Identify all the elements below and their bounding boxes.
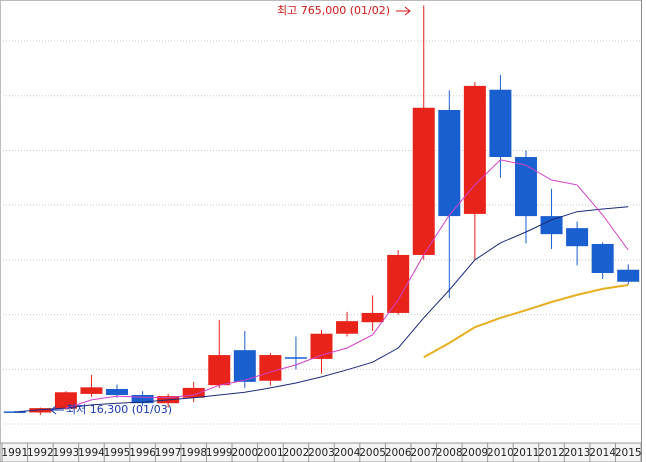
candle-body [540,216,563,235]
candle-body [514,157,537,217]
x-tick-label: 2009 [461,447,488,459]
moving-average-line [14,206,629,413]
candle-body [182,387,205,398]
x-tick-label: 2000 [231,447,258,459]
x-tick-label: 2014 [589,447,616,459]
candle-body [617,269,640,282]
candle-body [80,387,103,394]
candle-body [310,333,333,359]
min-annotation: 최저 16,300 (01/03) [66,403,172,416]
candle-body [566,228,589,247]
candle-body [438,109,461,217]
max-arrow [396,6,411,16]
x-tick-label: 1993 [53,447,80,459]
x-tick-label: 2007 [410,447,437,459]
candle-body [54,392,77,409]
candle-body [131,395,154,404]
candle-body [387,254,410,313]
x-tick-label: 1999 [206,447,233,459]
candle-body [106,388,129,396]
candle-body [3,411,26,413]
x-tick-label: 2005 [359,447,386,459]
x-tick-label: 1996 [129,447,156,459]
candle-body [463,85,486,214]
moving-average-line [65,159,629,409]
x-tick-label: 1992 [27,447,54,459]
x-axis: 1991199219931994199519961997199819992000… [0,442,642,462]
x-tick-label: 2006 [385,447,412,459]
candle-body [208,355,231,386]
x-tick-label: 2003 [308,447,335,459]
marks [3,5,640,416]
x-tick-label: 2010 [487,447,514,459]
candle-body [336,321,359,334]
min-arrow [50,405,64,415]
max-annotation: 최고 765,000 (01/02) [277,4,390,17]
candle-body [361,312,384,323]
x-tick-label: 2015 [615,447,642,459]
x-tick-label: 2004 [334,447,361,459]
x-tick-label: 2012 [538,447,565,459]
x-tick-label: 2013 [564,447,591,459]
x-tick-label: 1994 [78,447,105,459]
candle-body [412,107,435,255]
x-tick-label: 2008 [436,447,463,459]
x-axis-band [0,442,642,462]
candle-body [284,357,307,359]
candle-body [29,408,52,413]
x-tick-label: 2011 [513,447,540,459]
moving-average-line [423,284,629,359]
candle-body [489,89,512,158]
x-tick-label: 1995 [104,447,131,459]
x-tick-label: 2001 [257,447,284,459]
x-tick-label: 2002 [283,447,310,459]
candle-body [259,355,282,381]
candle-body [233,350,256,382]
x-tick-label: 1997 [155,447,182,459]
x-tick-label: 1991 [1,447,28,459]
candle-body [591,244,614,274]
x-tick-label: 1998 [180,447,207,459]
